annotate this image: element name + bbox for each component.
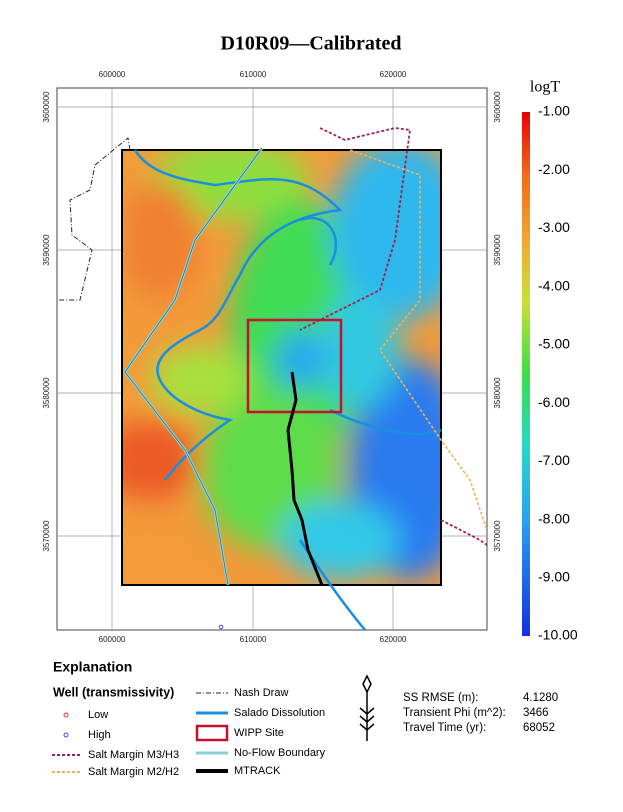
transmissivity-raster	[122, 150, 441, 585]
y-tick-left: 3590000	[42, 234, 51, 266]
no-flow-boundary-core	[124, 147, 263, 586]
nash-draw	[58, 137, 131, 301]
legend-heading: Explanation	[53, 659, 132, 675]
legend-item: Low	[88, 709, 108, 721]
legend-item: WIPP Site	[234, 727, 284, 739]
colorbar-title: logT	[530, 79, 560, 96]
y-tick-right: 3570000	[493, 520, 502, 552]
y-tick-left: 3580000	[42, 377, 51, 409]
wipp-symbol	[195, 724, 229, 742]
stat-label: Transient Phi (m^2):	[403, 707, 506, 719]
north-arrow	[359, 674, 375, 741]
y-tick-left: 3570000	[42, 520, 51, 552]
stat-label: Travel Time (yr):	[403, 722, 486, 734]
legend-item: Salt Margin M2/H2	[88, 766, 179, 778]
colorbar-tick-label: -4.00	[538, 277, 570, 293]
y-tick-right: 3600000	[493, 91, 502, 123]
y-tick-right: 3590000	[493, 234, 502, 266]
stat-value: 3466	[523, 707, 549, 719]
colorbar-tick-label: -9.00	[538, 568, 570, 584]
legend-item: Salado Dissolution	[234, 707, 325, 719]
colorbar	[522, 112, 530, 636]
colorbar-tick-label: -8.00	[538, 510, 570, 526]
colorbar-tick-label: -2.00	[538, 161, 570, 177]
stat-value: 68052	[523, 722, 555, 734]
salt-margin-m2	[349, 149, 488, 531]
colorbar-tick-label: -6.00	[538, 394, 570, 410]
x-tick-top: 610000	[240, 70, 267, 79]
stat-value: 4.1280	[523, 692, 558, 704]
y-tick-right: 3580000	[493, 377, 502, 409]
title: D10R09—Calibrated	[220, 33, 401, 55]
well-high	[218, 624, 224, 630]
x-tick-bottom: 610000	[240, 635, 267, 644]
y-tick-left: 3600000	[42, 91, 51, 123]
stat-label: SS RMSE (m):	[403, 692, 478, 704]
colorbar-tick-label: -10.00	[538, 627, 578, 643]
salt-margin-m3	[299, 127, 412, 331]
high-symbol	[63, 732, 69, 738]
mtrack	[286, 371, 324, 586]
legend-item: High	[88, 729, 111, 741]
colorbar-tick-label: -1.00	[538, 103, 570, 119]
x-tick-top: 620000	[380, 70, 407, 79]
colorbar-tick-label: -7.00	[538, 452, 570, 468]
salado-dissolution-2	[298, 216, 442, 631]
low-symbol	[63, 712, 69, 718]
x-tick-bottom: 620000	[380, 635, 407, 644]
wipp-site	[246, 318, 343, 414]
colorbar-tick-label: -3.00	[538, 219, 570, 235]
legend-subheading: Well (transmissivity)	[53, 685, 174, 699]
x-tick-top: 600000	[99, 70, 126, 79]
x-tick-bottom: 600000	[99, 635, 126, 644]
legend-item: Nash Draw	[234, 687, 288, 699]
legend-item: MTRACK	[234, 765, 281, 777]
raster-border	[121, 149, 442, 586]
legend-item: No-Flow Boundary	[234, 747, 326, 759]
colorbar-tick-label: -5.00	[538, 336, 570, 352]
legend-item: Salt Margin M3/H3	[88, 749, 179, 761]
salado-dissolution	[133, 149, 343, 481]
